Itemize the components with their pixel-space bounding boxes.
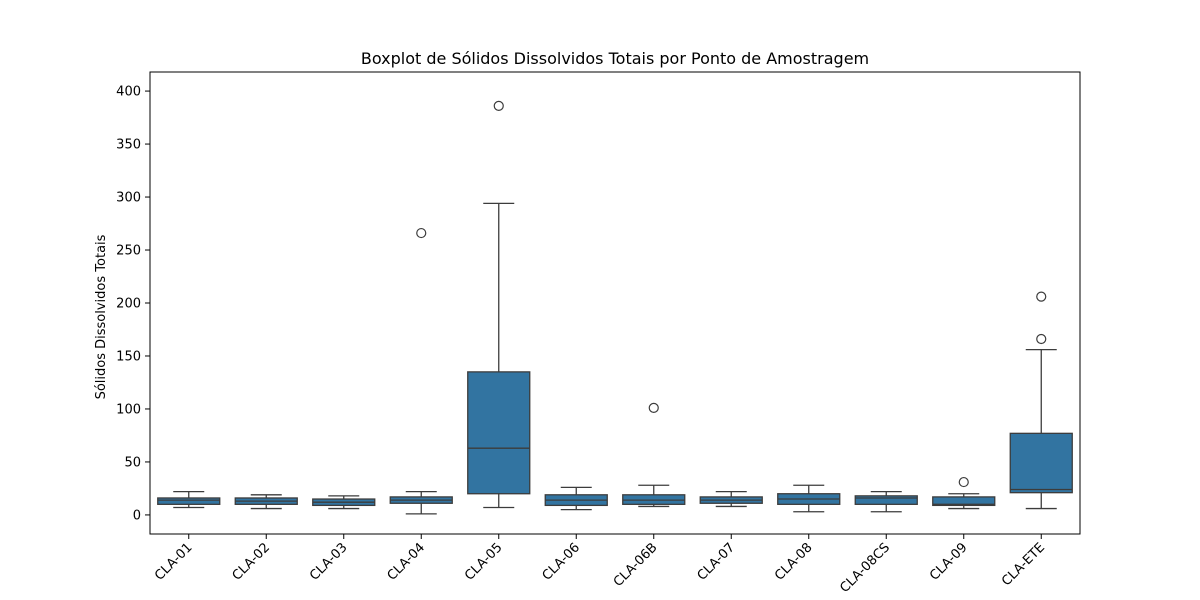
outlier-point xyxy=(1036,291,1047,302)
outlier-point xyxy=(416,227,427,239)
box-cla-01 xyxy=(157,497,221,505)
y-tick-label: 250 xyxy=(116,244,141,259)
plot-frame xyxy=(149,71,1081,535)
box-cla-09 xyxy=(932,496,996,507)
y-tick-label: 0 xyxy=(133,508,141,523)
y-tick-label: 350 xyxy=(116,138,141,153)
outlier-point xyxy=(1036,333,1047,345)
outlier-point xyxy=(493,100,504,112)
chart-title: Boxplot de Sólidos Dissolvidos Totais po… xyxy=(361,49,869,68)
y-tick-label: 400 xyxy=(116,85,141,100)
y-tick-label: 100 xyxy=(116,402,141,417)
box-cla-ete xyxy=(1009,432,1073,494)
y-tick-label: 200 xyxy=(116,297,141,312)
box-cla-05 xyxy=(467,371,531,495)
y-tick-label: 50 xyxy=(124,455,141,470)
outlier-point xyxy=(958,476,969,488)
outlier-point xyxy=(648,402,659,414)
y-tick-label: 300 xyxy=(116,191,141,206)
box-cla-08cs xyxy=(854,495,918,505)
y-axis-label: Sólidos Dissolvidos Totais xyxy=(94,234,109,399)
y-tick-label: 150 xyxy=(116,349,141,364)
